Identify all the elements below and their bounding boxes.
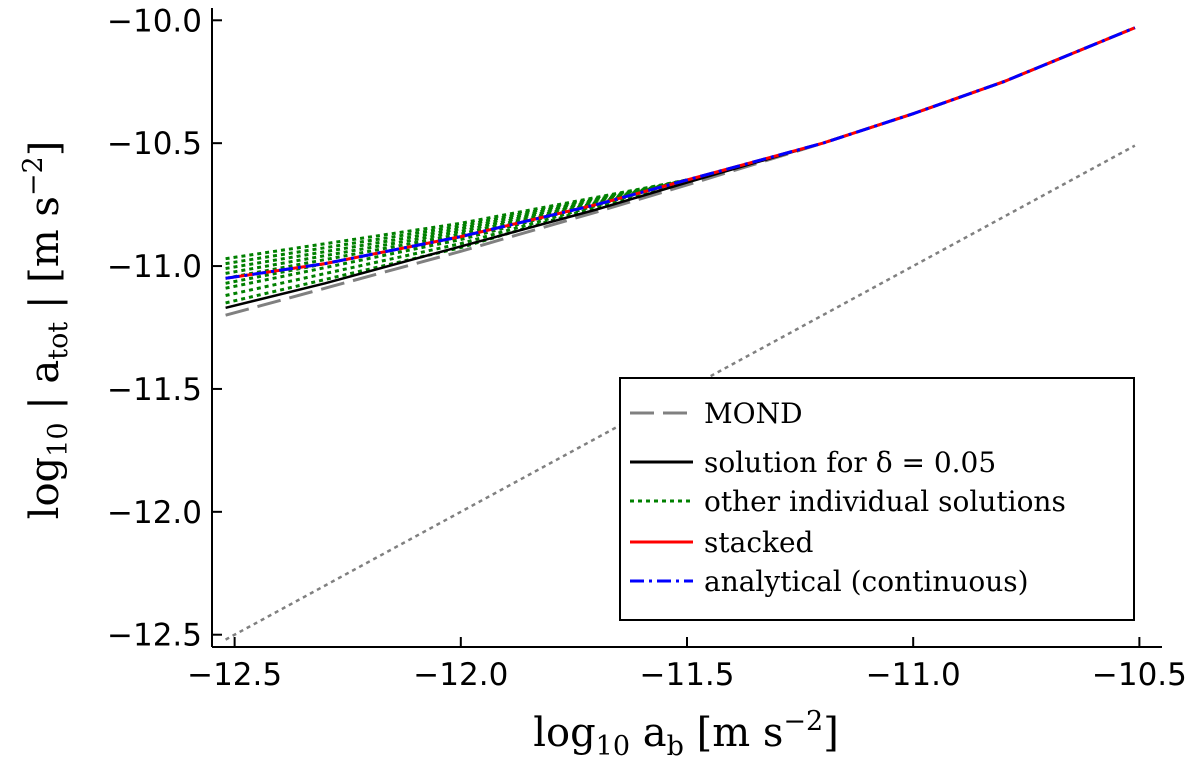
x-tick-label: −11.0 bbox=[866, 657, 961, 693]
x-axis-title: log10 ab [m s−2] bbox=[533, 706, 839, 762]
legend-label: other individual solutions bbox=[704, 485, 1066, 518]
y-tick-label: −11.5 bbox=[107, 372, 202, 408]
y-tick-label: −11.0 bbox=[107, 249, 202, 285]
x-tick-label: −11.5 bbox=[640, 657, 735, 693]
legend-label: stacked bbox=[704, 526, 814, 559]
axes: −12.5 −12.0 −11.5 −11.0 −10.5 −12.5 −12.0 −11.5… bbox=[107, 3, 1187, 693]
x-tick-label: −10.5 bbox=[1092, 657, 1187, 693]
individual-solution-line bbox=[225, 178, 688, 290]
x-tick-label: −12.0 bbox=[413, 657, 508, 693]
y-axis-title: log10 | atot | [m s−2] bbox=[18, 141, 74, 520]
individual-solution-line bbox=[225, 178, 688, 266]
legend-label: analytical (continuous) bbox=[704, 565, 1029, 598]
analytical-line bbox=[225, 26, 1136, 280]
legend-label: MOND bbox=[704, 397, 803, 430]
individual-solution-line bbox=[225, 178, 688, 270]
plot-lines bbox=[225, 26, 1136, 641]
legend: MOND solution for δ = 0.05 other individua… bbox=[619, 377, 1135, 621]
x-tick-label: −12.5 bbox=[187, 657, 282, 693]
y-tick-label: −10.0 bbox=[107, 3, 202, 39]
legend-label: solution for δ = 0.05 bbox=[704, 446, 996, 479]
individual-solution-line bbox=[225, 178, 688, 297]
y-tick-label: −12.5 bbox=[107, 618, 202, 654]
y-tick-label: −10.5 bbox=[107, 126, 202, 162]
y-tick-label: −12.0 bbox=[107, 495, 202, 531]
legend-box bbox=[619, 377, 1135, 621]
